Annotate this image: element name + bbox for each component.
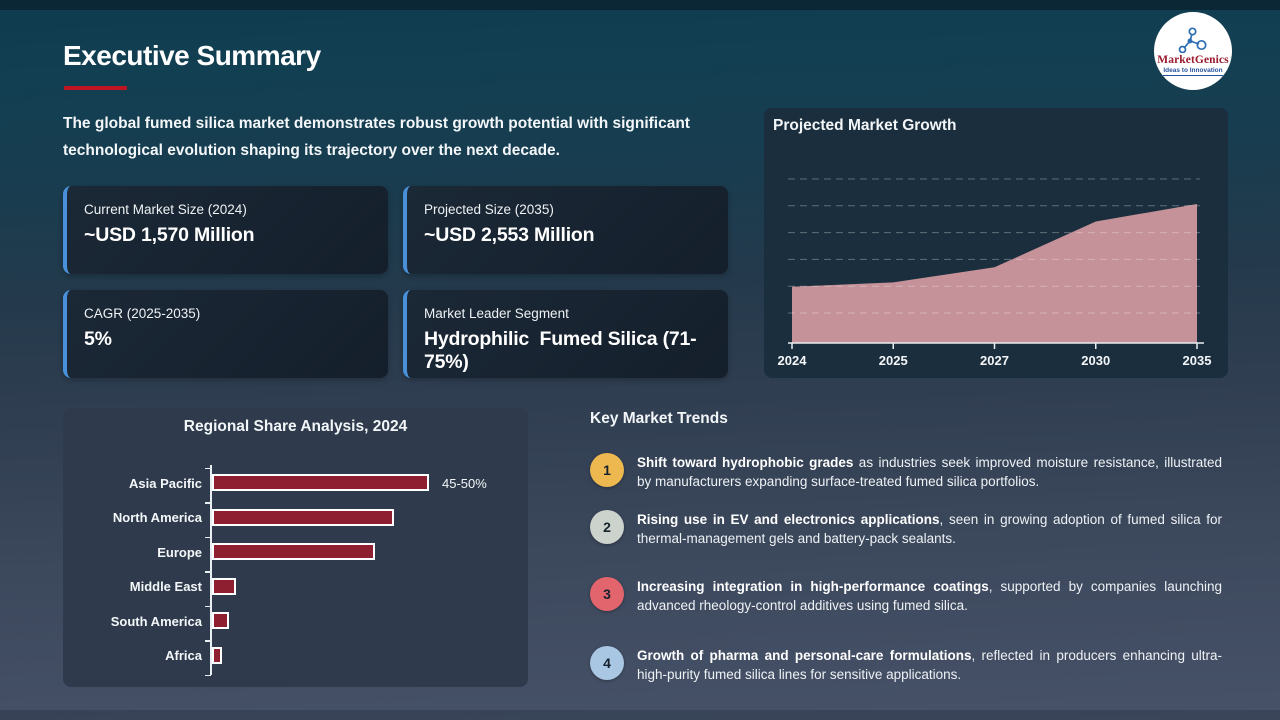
trend-bold-lead: Increasing integration in high-performan… [637,579,989,594]
stat-card-leader-segment: Market Leader Segment Hydrophilic Fumed … [403,290,728,378]
trends-heading: Key Market Trends [590,410,728,427]
trend-text: Growth of pharma and personal-care formu… [637,646,1222,684]
bar-category-label: North America [112,510,202,526]
bar-category-label: Europe [157,544,202,560]
page-title: Executive Summary [63,40,321,71]
regional-chart-area: Asia Pacific 45-50% North America Europe Mid… [63,408,528,687]
trend-number-badge: 1 [590,453,624,487]
logo-name: MarketGenics [1157,53,1229,66]
trend-number-badge: 4 [590,646,624,680]
stat-value: Hydrophilic Fumed Silica (71-75%) [424,328,697,373]
trend-bold-lead: Shift toward hydrophobic grades [637,455,854,470]
stat-value: ~USD 1,570 Million [84,224,255,246]
stat-label: Market Leader Segment [424,306,569,321]
trend-item-2: 2 Rising use in EV and electronics appli… [590,510,1222,548]
trend-rest: , supported by companies launching advan… [637,579,1222,613]
bar-axis-tick [205,674,211,676]
x-axis-label: 2024 [778,353,808,368]
intro-paragraph: The global fumed silica market demonstra… [63,115,690,159]
trend-number-badge: 3 [590,577,624,611]
bar-axis-tick [205,571,211,573]
bottom-border-strip [0,710,1280,720]
bar [212,508,394,526]
company-logo: MarketGenics Ideas to Innovation [1154,12,1232,90]
projected-growth-chart-card: Projected Market Growth 2024 2025 2027 2030… [764,108,1228,378]
bar-axis-tick [205,605,211,607]
logo-tagline: Ideas to Innovation [1163,66,1223,76]
bar [212,577,236,595]
bar-value-label: 45-50% [442,475,487,491]
stat-card-cagr: CAGR (2025-2035) 5% [63,290,388,378]
x-axis-label: 2025 [879,353,908,368]
bar-axis-tick [205,502,211,504]
trend-item-3: 3 Increasing integration in high-perform… [590,577,1222,615]
trend-item-1: 1 Shift toward hydrophobic grades as ind… [590,453,1222,491]
regional-chart-title: Regional Share Analysis, 2024 [183,418,408,435]
title-underline [64,86,127,90]
trend-item-4: 4 Growth of pharma and personal-care for… [590,646,1222,684]
molecule-icon [1178,26,1207,53]
top-border-strip [0,0,1280,10]
bar [212,543,375,561]
trend-bold-lead: Rising use in EV and electronics applica… [637,512,940,527]
bar-category-label: Asia Pacific [129,475,202,491]
stat-label: Current Market Size (2024) [84,202,247,217]
stat-card-current-size: Current Market Size (2024) ~USD 1,570 Mi… [63,186,388,274]
trend-rest: , seen in growing adoption of fumed sili… [637,512,1222,546]
stat-value: 5% [84,328,112,350]
trend-bold-lead: Growth of pharma and personal-care formu… [637,648,972,663]
trend-text: Rising use in EV and electronics applica… [637,510,1222,548]
trend-number-badge: 2 [590,510,624,544]
bar-category-label: Africa [165,648,202,664]
growth-area-series [792,204,1197,343]
bar [212,612,229,630]
trend-text: Increasing integration in high-performan… [637,577,1222,615]
stat-value: ~USD 2,553 Million [424,224,595,246]
trend-rest: , reflected in producers enhancing ultra… [637,648,1222,682]
bar [212,474,429,492]
x-axis-label: 2030 [1081,353,1110,368]
bar-category-label: South America [110,613,202,629]
bar-axis-tick [205,467,211,469]
growth-chart-svg: 2024 2025 2027 2030 2035 [778,178,1212,368]
bar [212,646,222,664]
trend-text: Shift toward hydrophobic grades as indus… [637,453,1222,491]
trend-rest: as industries seek improved moisture res… [637,455,1223,489]
growth-chart-title: Projected Market Growth [773,117,957,134]
stat-card-projected-size: Projected Size (2035) ~USD 2,553 Million [403,186,728,274]
x-axis-label: 2027 [980,353,1009,368]
regional-share-chart-card: Regional Share Analysis, 2024 Asia Pacif… [63,408,528,687]
bar-axis-tick [205,640,211,642]
stat-label: Projected Size (2035) [424,202,554,217]
x-axis-label: 2035 [1183,353,1212,368]
stat-label: CAGR (2025-2035) [84,306,201,321]
bar-chart-axis [210,465,212,675]
bar-category-label: Middle East [129,579,202,595]
bar-axis-tick [205,536,211,538]
